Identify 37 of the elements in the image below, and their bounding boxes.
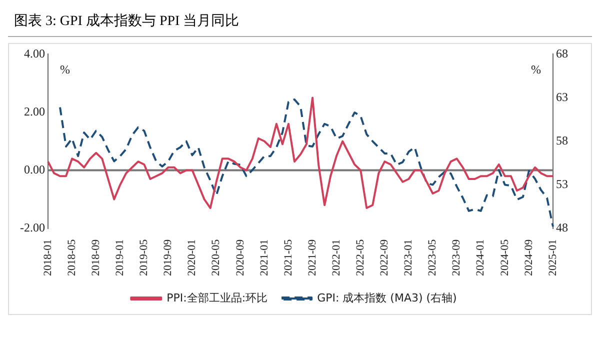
x-tick-label: 2022-05 [354, 238, 367, 276]
x-tick-label: 2021-09 [306, 238, 318, 276]
y-tick-label: 4.00 [24, 46, 45, 60]
x-tick-label: 2024-09 [522, 238, 535, 276]
x-tick-label: 2018-01 [42, 239, 54, 276]
y2-tick-label: 63 [556, 90, 568, 104]
y-tick-label: 2.00 [24, 104, 45, 118]
y2-tick-label: 48 [556, 220, 568, 234]
x-tick-label: 2019-05 [138, 238, 150, 276]
y-tick-label: -2.00 [20, 220, 45, 234]
y2-tick-label: 58 [556, 133, 568, 148]
x-tick-label: 2019-09 [162, 238, 174, 276]
x-tick-label: 2018-05 [66, 238, 78, 276]
x-tick-label: 2020-09 [234, 238, 246, 276]
annotation: % [60, 62, 70, 76]
x-tick-label: 2022-09 [378, 238, 391, 276]
x-tick-label: 2020-05 [210, 238, 222, 276]
legend-label: PPI:全部工业品:环比 [166, 291, 268, 304]
x-tick-label: 2023-09 [450, 238, 463, 276]
line-series [59, 98, 554, 228]
x-tick-label: 2022-01 [330, 239, 342, 276]
x-tick-label: 2024-05 [498, 238, 511, 276]
y2-tick-label: 53 [556, 176, 568, 191]
x-tick-label: 2020-01 [186, 239, 198, 276]
x-tick-label: 2021-05 [282, 238, 294, 276]
x-tick-label: 2021-01 [258, 239, 270, 276]
x-tick-label: 2023-01 [402, 239, 415, 276]
x-tick-label: 2025-01 [546, 239, 559, 276]
x-tick-label: 2024-01 [474, 239, 487, 276]
x-tick-label: 2018-09 [90, 238, 102, 276]
y-tick-label: 0.00 [24, 162, 45, 176]
x-tick-label: 2023-05 [426, 238, 439, 276]
annotation: % [531, 62, 541, 76]
legend-label: GPI: 成本指数 (MA3) (右轴) [317, 291, 457, 304]
y2-tick-label: 68 [556, 46, 568, 60]
chart-title: 图表 3: GPI 成本指数与 PPI 当月同比 [8, 8, 592, 37]
x-tick-label: 2019-01 [114, 239, 126, 276]
